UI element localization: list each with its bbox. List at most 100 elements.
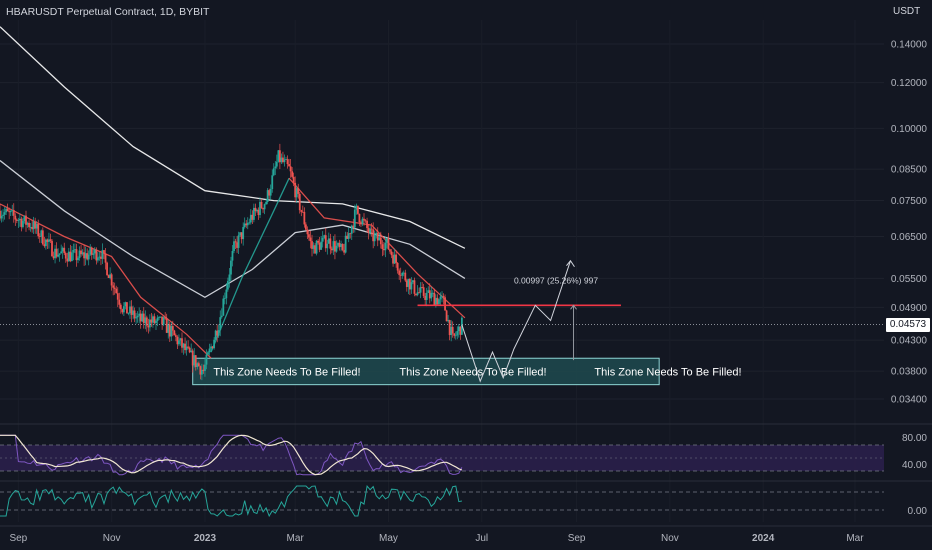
candle-body (11, 209, 14, 211)
candle-body (101, 250, 104, 259)
candle-body (49, 239, 52, 241)
candle-body (259, 201, 261, 216)
candle-body (3, 212, 6, 215)
candle-body (67, 251, 70, 262)
candle-body (447, 320, 450, 322)
measure-arrow-icon (570, 304, 577, 310)
candle-body (28, 222, 30, 228)
price-tick-label: 0.08500 (891, 165, 928, 176)
candle-body (190, 350, 193, 353)
candle-body (242, 227, 245, 240)
candle-body (115, 288, 118, 294)
candle-body (100, 256, 102, 259)
candle-body (41, 230, 44, 245)
candle-body (18, 218, 21, 221)
candle-body (144, 317, 147, 324)
candle-body (395, 254, 398, 263)
candle-body (265, 202, 268, 205)
candle-body (110, 274, 113, 286)
candle-body (274, 166, 277, 169)
price-tick-label: 0.04300 (891, 336, 928, 347)
rsi-moving-average-line (0, 434, 463, 476)
candle-body (294, 182, 297, 198)
candle-body (334, 241, 336, 252)
candle-body (320, 241, 323, 250)
candle-body (182, 343, 185, 348)
candle-body (361, 218, 364, 225)
candle-body (459, 326, 462, 335)
candle-body (80, 250, 82, 255)
candle-body (256, 209, 258, 212)
candle-body (139, 313, 142, 322)
candle-body (431, 292, 434, 294)
candle-body (289, 166, 292, 172)
candle-body (321, 237, 324, 242)
candle-body (142, 313, 145, 324)
candle-body (292, 176, 295, 183)
candle-body (205, 354, 208, 365)
candle-body (44, 239, 47, 247)
candle-body (434, 297, 437, 305)
candle-body (178, 340, 180, 345)
candle-body (392, 255, 394, 264)
candle-body (22, 220, 24, 228)
price-tick-label: 0.14000 (891, 40, 928, 51)
candle-body (384, 242, 387, 251)
candle-body (148, 319, 151, 328)
candle-body (34, 221, 37, 229)
candle-body (132, 310, 134, 315)
candle-body (69, 251, 72, 262)
rsi-tick-label: 80.00 (902, 433, 927, 444)
candle-body (324, 235, 327, 249)
candle-body (323, 235, 326, 238)
moving-average-line (0, 26, 466, 249)
candle-body (118, 299, 121, 305)
candle-body (288, 164, 290, 167)
candle-body (349, 233, 352, 235)
candle-body (210, 346, 212, 349)
candle-body (233, 241, 235, 252)
candle-body (389, 249, 391, 252)
candle-body (352, 225, 355, 228)
candle-body (61, 247, 64, 252)
candle-body (240, 232, 243, 240)
candle-body (37, 224, 40, 237)
candle-body (416, 292, 419, 296)
candle-body (223, 298, 226, 300)
candle-body (150, 319, 153, 323)
candle-body (116, 293, 119, 300)
candle-body (297, 188, 300, 194)
candle-body (162, 317, 165, 325)
candle-body (311, 241, 313, 249)
candle-body (107, 275, 110, 278)
candle-body (197, 363, 200, 367)
candle-body (269, 189, 272, 196)
candle-body (410, 282, 413, 290)
candle-body (335, 245, 338, 252)
candle-body (341, 243, 344, 250)
candle-body (433, 292, 436, 305)
candle-body (89, 247, 92, 255)
candle-body (83, 252, 86, 259)
candle-body (60, 251, 63, 254)
candle-body (72, 250, 75, 253)
candle-body (145, 317, 148, 326)
candle-body (222, 298, 225, 316)
candle-body (51, 240, 53, 257)
candle-body (304, 224, 307, 230)
measure-label: 0.00997 (25.26%) 997 (514, 276, 598, 286)
candle-body (81, 252, 84, 255)
candle-body (444, 297, 446, 311)
candle-body (35, 224, 38, 229)
candle-body (165, 318, 168, 333)
candle-body (257, 209, 260, 216)
candle-body (106, 262, 108, 276)
candle-body (141, 313, 144, 322)
candle-body (54, 248, 56, 259)
candle-body (347, 233, 350, 239)
candle-body (234, 241, 237, 243)
candle-body (448, 320, 451, 336)
candle-body (90, 247, 93, 255)
price-tick-label: 0.05500 (891, 274, 928, 285)
